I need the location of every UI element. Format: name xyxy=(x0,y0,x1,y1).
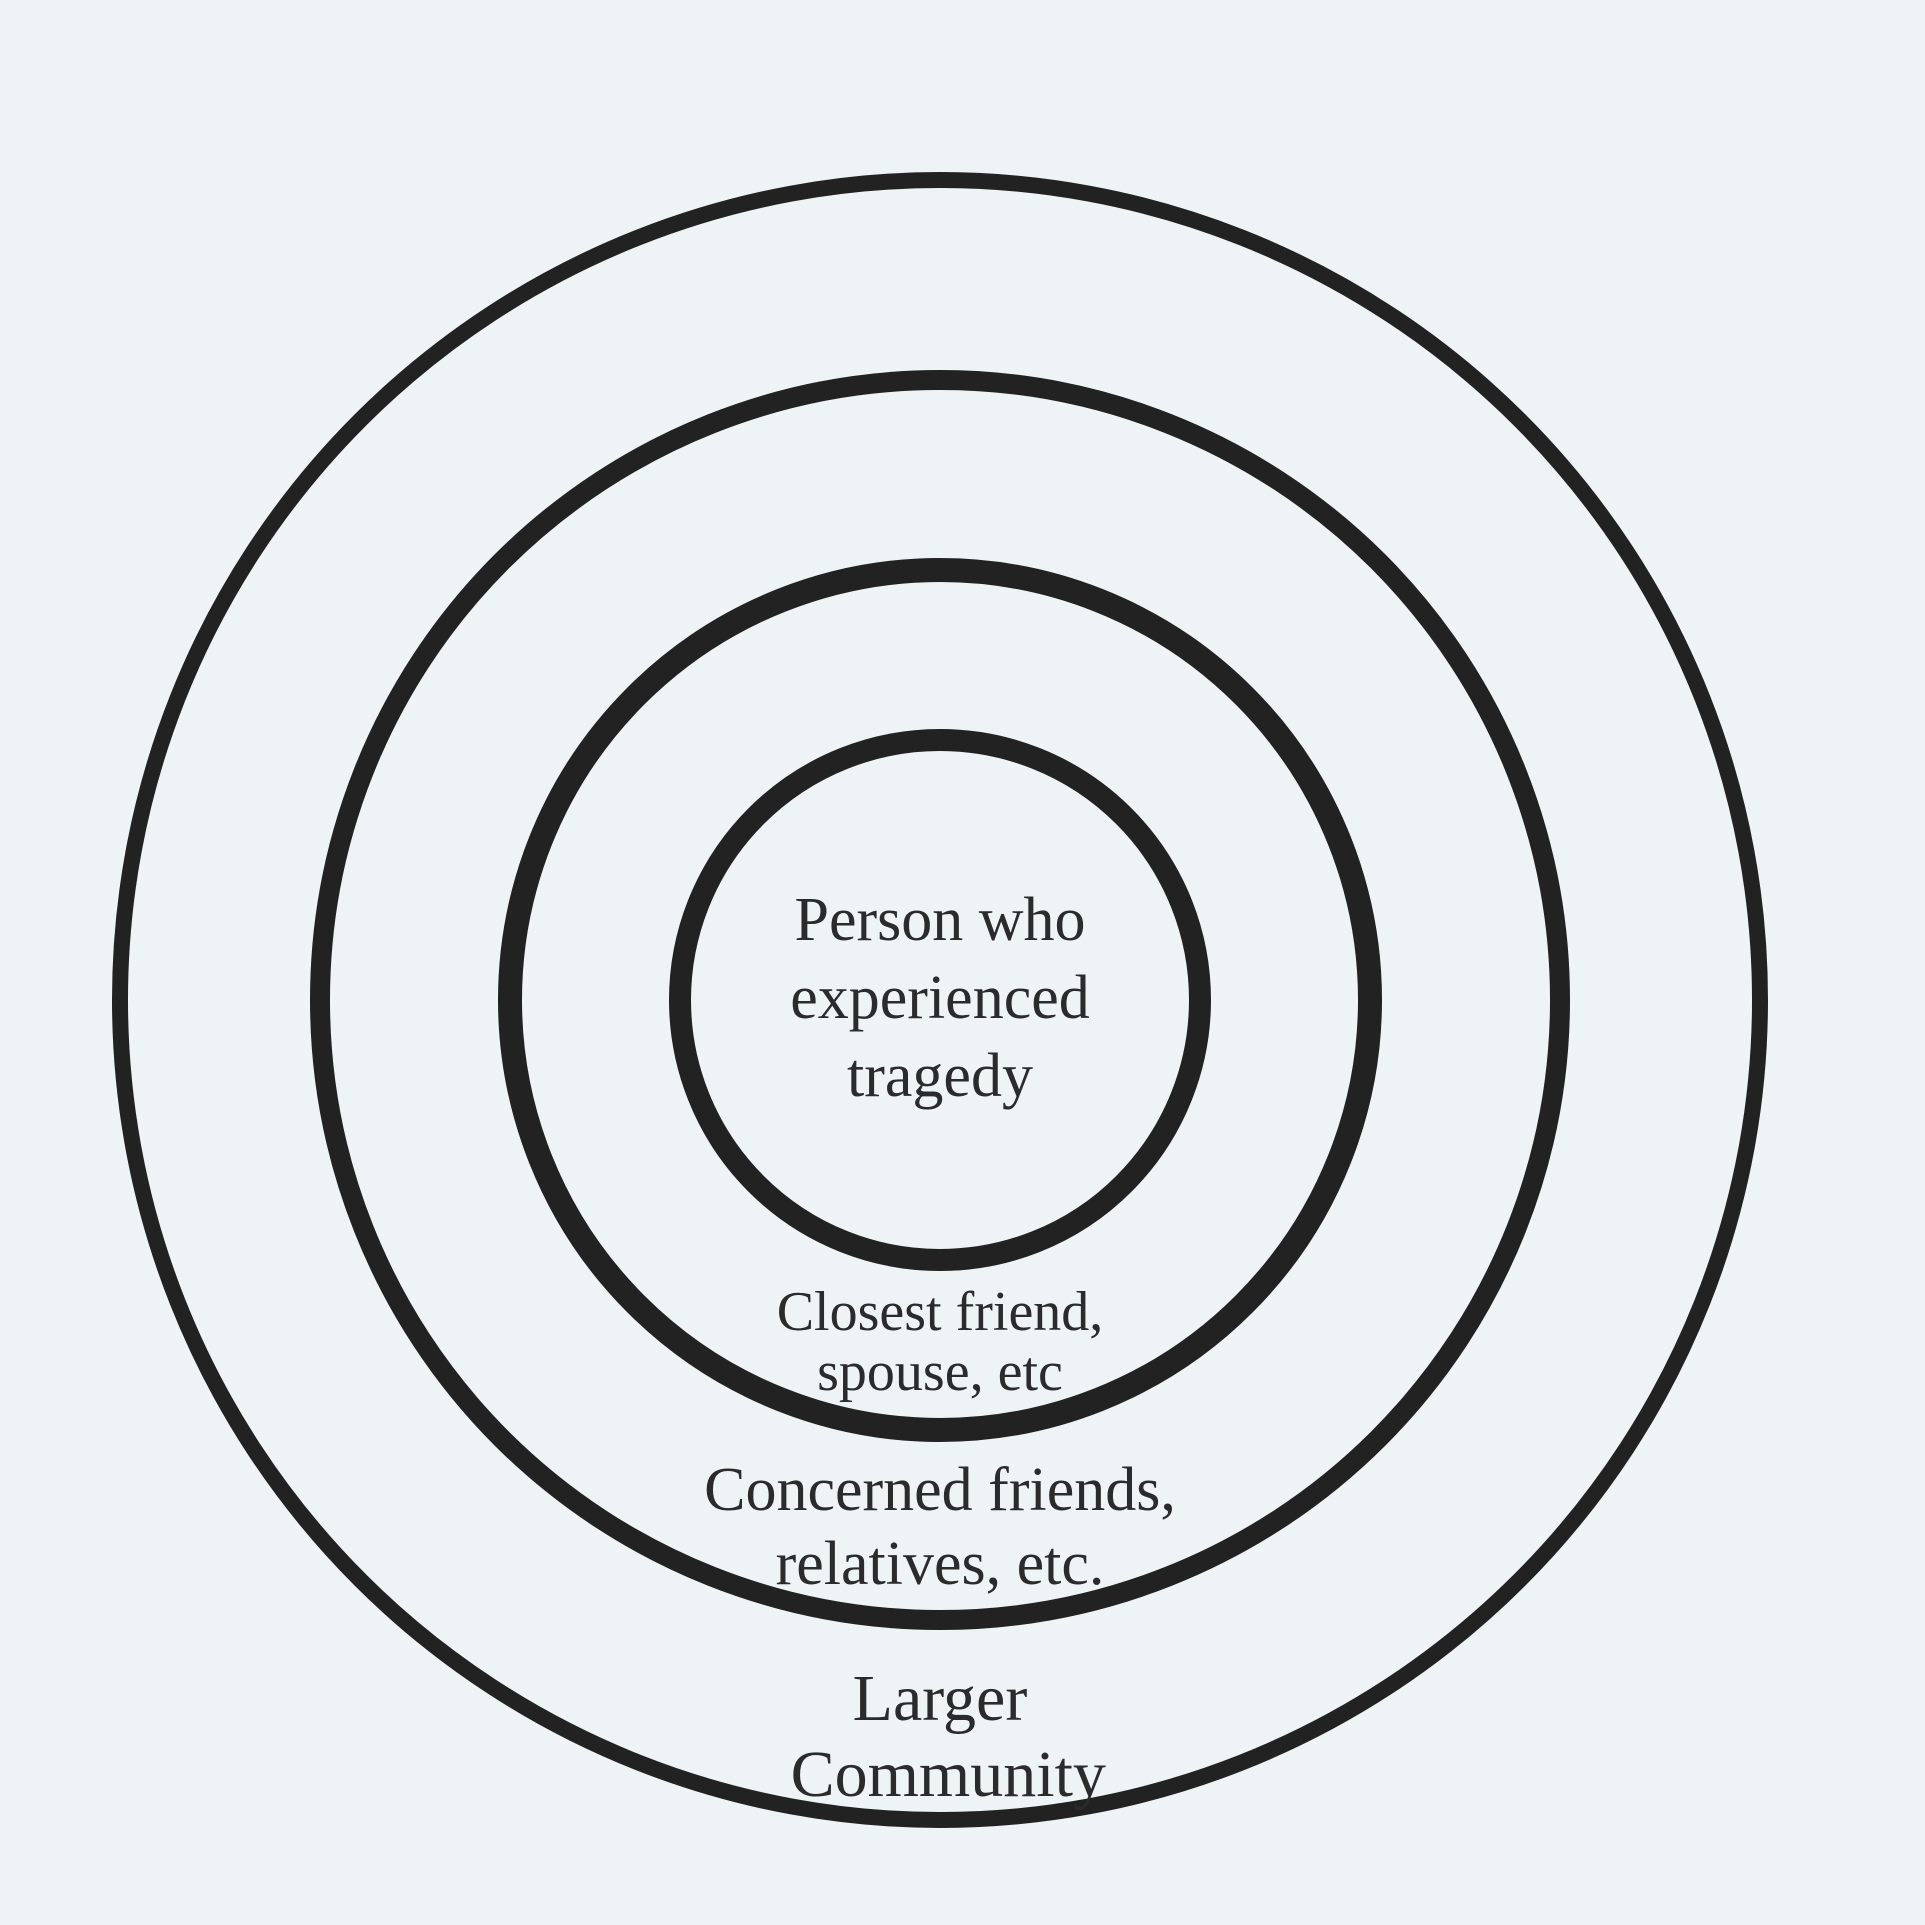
concentric-rings-svg: Person who experienced tragedy Closest frie… xyxy=(0,0,1925,1925)
ring-3-label-line-1: relatives, etc. xyxy=(776,1530,1105,1598)
ring-2-label-line-1: spouse, etc xyxy=(817,1341,1063,1403)
diagram-canvas: Person who experienced tragedy Closest frie… xyxy=(0,0,1925,1925)
ring-outer-label-line-0: Larger xyxy=(853,1662,1028,1735)
ring-inner-label-line-0: Person who xyxy=(794,886,1085,954)
ring-2-label-line-0: Closest friend, xyxy=(777,1281,1104,1343)
background xyxy=(0,0,1925,1925)
ring-3-label-line-0: Concerned friends, xyxy=(704,1456,1176,1524)
ring-outer-label-line-1: Community xyxy=(774,1738,1106,1811)
ring-2-label: Closest friend,spouse, etc xyxy=(777,1281,1104,1403)
ring-inner-label-line-2: tragedy xyxy=(847,1042,1033,1110)
ring-inner-label-line-1: experienced xyxy=(790,964,1089,1032)
